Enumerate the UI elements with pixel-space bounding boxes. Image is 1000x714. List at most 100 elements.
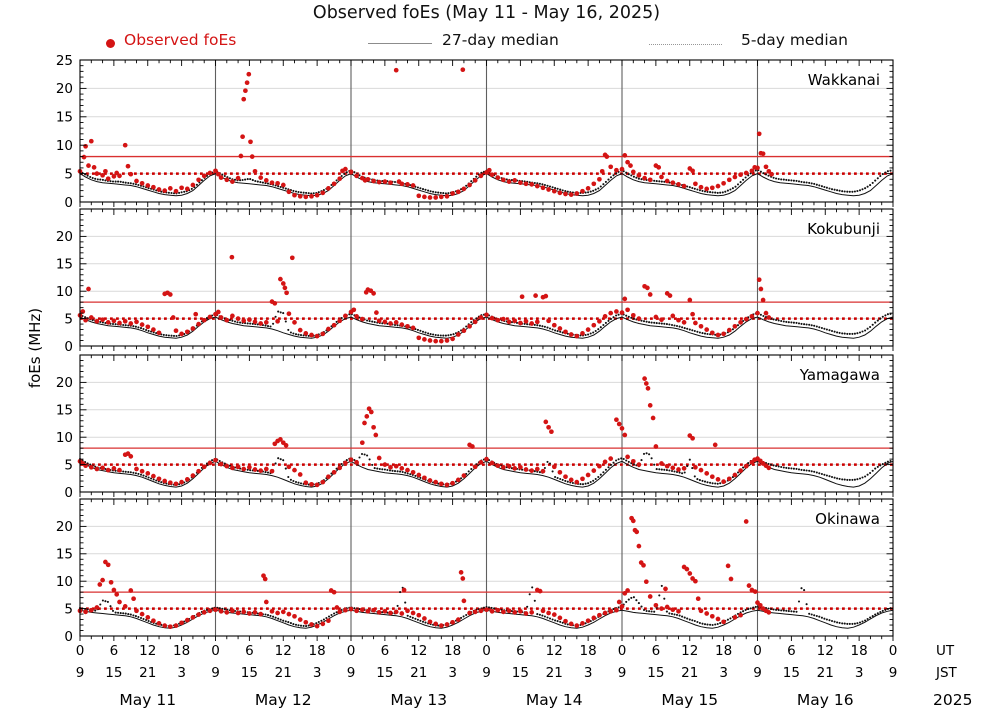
jst-tick-label: 21	[139, 665, 156, 681]
ut-tick-label: 12	[681, 643, 698, 659]
jst-tick-label: 9	[482, 665, 491, 681]
ut-tick-label: 0	[618, 643, 627, 659]
jst-tick-label: 3	[855, 665, 864, 681]
ut-tick-label: 0	[889, 643, 898, 659]
chart-title: Observed foEs (May 11 - May 16, 2025)	[312, 3, 661, 23]
median5-line-icon	[649, 44, 722, 45]
y-tick-label: 20	[56, 519, 73, 535]
y-tick-label: 10	[56, 138, 73, 154]
ut-tick-label: 18	[715, 643, 732, 659]
jst-tick-label: 15	[647, 665, 664, 681]
jst-tick-label: 9	[347, 665, 356, 681]
jst-tick-label: 9	[211, 665, 220, 681]
day-label: May 11	[119, 691, 176, 709]
ut-tick-label: 6	[652, 643, 661, 659]
ut-tick-label: 12	[139, 643, 156, 659]
ut-tick-label: 6	[516, 643, 525, 659]
day-label: May 16	[797, 691, 854, 709]
ut-axis-label: UT	[936, 643, 955, 659]
ut-tick-label: 18	[444, 643, 461, 659]
day-label: May 12	[255, 691, 312, 709]
y-tick-label: 5	[64, 311, 73, 327]
ut-tick-label: 6	[110, 643, 119, 659]
day-label: May 14	[526, 691, 583, 709]
ut-tick-label: 12	[817, 643, 834, 659]
ut-tick-label: 0	[482, 643, 491, 659]
observed-points	[77, 515, 772, 630]
legend-median27-label: 27-day median	[442, 31, 559, 49]
jst-tick-label: 15	[512, 665, 529, 681]
y-tick-label: 0	[64, 629, 73, 645]
jst-tick-label: 15	[376, 665, 393, 681]
observed-points	[77, 254, 772, 344]
median5-dots	[78, 584, 892, 628]
y-tick-label: 10	[56, 430, 73, 446]
ut-tick-label: 12	[546, 643, 563, 659]
station-label: Wakkanai	[808, 71, 880, 89]
day-label: May 13	[390, 691, 447, 709]
axis-ticks	[79, 209, 894, 351]
ut-tick-label: 18	[309, 643, 326, 659]
y-tick-label: 20	[56, 375, 73, 391]
ut-tick-label: 18	[580, 643, 597, 659]
axis-ticks	[79, 60, 894, 207]
ut-tick-label: 18	[173, 643, 190, 659]
y-tick-label: 20	[56, 81, 73, 97]
ut-tick-label: 6	[381, 643, 390, 659]
y-tick-label: 25	[56, 53, 73, 69]
y-axis-label: foEs (MHz)	[26, 308, 44, 388]
jst-tick-label: 9	[618, 665, 627, 681]
year-label: 2025	[933, 691, 972, 709]
jst-tick-label: 15	[105, 665, 122, 681]
day-label: May 15	[661, 691, 718, 709]
y-tick-label: 0	[64, 485, 73, 501]
jst-tick-label: 9	[753, 665, 762, 681]
ut-tick-label: 12	[275, 643, 292, 659]
y-tick-label: 5	[64, 166, 73, 182]
y-tick-label: 5	[64, 457, 73, 473]
y-tick-label: 15	[56, 547, 73, 563]
observed-points	[77, 67, 774, 200]
station-label: Kokubunji	[807, 220, 880, 238]
ut-tick-label: 0	[76, 643, 85, 659]
station-label: Yamagawa	[799, 366, 880, 384]
jst-tick-label: 9	[889, 665, 898, 681]
y-tick-label: 15	[56, 257, 73, 273]
axis-ticks	[79, 499, 894, 641]
median27-line-icon	[368, 43, 432, 44]
jst-axis-label: JST	[935, 665, 958, 681]
y-tick-label: 20	[56, 229, 73, 245]
y-tick-label: 10	[56, 574, 73, 590]
ut-tick-label: 18	[851, 643, 868, 659]
y-tick-label: 10	[56, 284, 73, 300]
jst-tick-label: 15	[241, 665, 258, 681]
observed-points	[77, 376, 772, 488]
jst-tick-label: 21	[817, 665, 834, 681]
jst-tick-label: 21	[681, 665, 698, 681]
ut-tick-label: 0	[347, 643, 356, 659]
y-tick-label: 15	[56, 110, 73, 126]
y-tick-label: 0	[64, 195, 73, 211]
jst-tick-label: 15	[783, 665, 800, 681]
ut-tick-label: 0	[211, 643, 220, 659]
legend-observed-label: Observed foEs	[124, 31, 237, 49]
jst-tick-label: 3	[313, 665, 322, 681]
observed-dot-icon	[106, 39, 115, 48]
y-tick-label: 5	[64, 601, 73, 617]
legend-median5-label: 5-day median	[741, 31, 848, 49]
axis-ticks	[79, 355, 894, 497]
jst-tick-label: 3	[584, 665, 593, 681]
jst-tick-label: 21	[275, 665, 292, 681]
ut-tick-label: 12	[410, 643, 427, 659]
station-label: Okinawa	[815, 510, 880, 528]
jst-tick-label: 21	[546, 665, 563, 681]
ut-tick-label: 6	[787, 643, 796, 659]
jst-tick-label: 9	[76, 665, 85, 681]
y-tick-label: 15	[56, 403, 73, 419]
ut-tick-label: 6	[245, 643, 254, 659]
jst-tick-label: 3	[177, 665, 186, 681]
jst-tick-label: 21	[410, 665, 427, 681]
y-tick-label: 0	[64, 339, 73, 355]
